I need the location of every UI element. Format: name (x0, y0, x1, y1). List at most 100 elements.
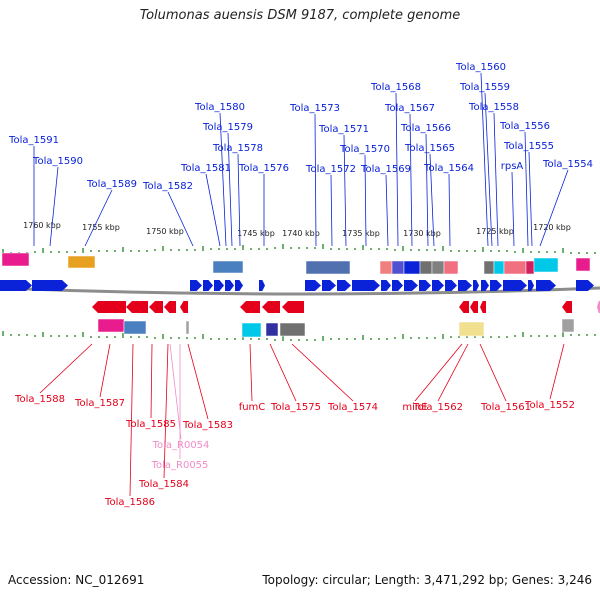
gene-arrow (225, 280, 234, 291)
scale-labels: 1760 kbp 1755 kbp 1750 kbp 1745 kbp 1740 kbp… (23, 221, 571, 238)
leader-line (484, 92, 493, 247)
gene-label-top: Tola_1566 (400, 123, 451, 134)
gene-arrow (164, 301, 176, 313)
scale-label: 1730 kbp (403, 229, 441, 238)
leader-line (364, 154, 367, 247)
gene-arrow (597, 301, 600, 313)
leader-line (163, 343, 169, 479)
leader-line (480, 72, 489, 247)
gene-label-bottom: Tola_1584 (138, 479, 189, 490)
gene-label-bottom: Tola_1583 (182, 420, 233, 431)
gene-label-bottom: fumC (239, 402, 266, 413)
leader-line (39, 343, 93, 394)
gene-arrow (392, 280, 403, 291)
gene-label-bottom: Tola_1587 (74, 398, 125, 409)
scale-label: 1760 kbp (23, 221, 61, 230)
feature-box (458, 321, 485, 337)
gene-labels: Tola_1591 Tola_1590 Tola_1589 Tola_1582 Tola… (8, 62, 593, 508)
feature-box (379, 260, 393, 275)
gene-label-top: Tola_1571 (318, 124, 369, 135)
leader-line (84, 189, 113, 247)
gene-arrow (473, 280, 479, 291)
gene-label-bottom: Tola_1586 (104, 497, 155, 508)
gene-arrow (458, 280, 472, 291)
gene-label-bottom: Tola_1562 (412, 402, 463, 413)
leader-line (167, 191, 194, 247)
gene-arrow (470, 301, 478, 313)
leader-line (291, 343, 354, 402)
leader-line (314, 113, 317, 247)
topology-summary: Topology: circular; Length: 3,471,292 bp… (262, 573, 592, 587)
leader-line (169, 343, 182, 440)
feature-box (391, 260, 405, 275)
gene-feature-boxes (1, 252, 591, 338)
feature-box (97, 318, 125, 333)
feature-box (561, 318, 575, 333)
feature-box (431, 260, 445, 275)
gene-label-bottom: Tola_1552 (524, 400, 575, 411)
gene-arrow (480, 301, 486, 313)
feature-box (1, 252, 30, 267)
gene-arrow (536, 280, 556, 291)
leader-line (269, 343, 297, 402)
gene-label-top: Tola_1582 (142, 181, 193, 192)
gene-arrow (235, 280, 243, 291)
scale-label: 1735 kbp (342, 229, 380, 238)
leader-line (479, 343, 507, 402)
gene-label-top: Tola_1581 (180, 163, 231, 174)
gene-label-top: Tola_1564 (423, 163, 474, 174)
leader-line (205, 173, 221, 247)
gene-label-top: Tola_1578 (212, 143, 263, 154)
feature-box (265, 322, 279, 337)
leader-line (524, 131, 529, 247)
feature-box (493, 260, 505, 275)
leader-line (330, 174, 333, 247)
leader-line (227, 132, 233, 247)
feature-box (67, 255, 96, 269)
leader-line (395, 92, 399, 247)
gene-arrow (322, 280, 336, 291)
gene-label-top: Tola_1567 (384, 103, 435, 114)
scale-label: 1725 kbp (476, 227, 514, 236)
feature-box (483, 260, 495, 275)
gene-arrow (180, 301, 188, 313)
feature-box (212, 260, 244, 274)
leader-line (493, 112, 499, 247)
feature-box (123, 320, 147, 335)
gene-arrow (352, 280, 380, 291)
leader-line (549, 343, 565, 400)
feature-box (403, 260, 421, 275)
gene-arrow (149, 301, 163, 313)
gene-arrow (214, 280, 224, 291)
gene-label-top: Tola_1570 (339, 144, 390, 155)
gene-arrow (576, 280, 594, 291)
gene-label-top: Tola_1590 (32, 156, 83, 167)
genome-title: Tolumonas auensis DSM 9187, complete gen… (139, 8, 461, 23)
leader-line (409, 113, 413, 247)
leader-line (99, 343, 111, 398)
leader-line (528, 151, 533, 247)
feature-box (533, 257, 559, 273)
gene-label-top: Tola_1568 (370, 82, 421, 93)
scale-label: 1745 kbp (237, 229, 275, 238)
accession-text: Accession: NC_012691 (8, 573, 145, 587)
leader-line (425, 133, 429, 247)
gene-arrow (32, 280, 68, 291)
gene-label-bottom: Tola_1585 (125, 419, 176, 430)
scale-label: 1740 kbp (282, 229, 320, 238)
leader-line (129, 343, 134, 497)
gene-label-top: Tola_1560 (455, 62, 506, 73)
gene-arrow (259, 280, 265, 291)
leader-line (249, 343, 253, 402)
gene-arrow (490, 280, 502, 291)
gene-label-bottom: Tola_1575 (270, 402, 321, 413)
gene-label-top: Tola_1559 (459, 82, 510, 93)
gene-label-top: Tola_1554 (542, 159, 593, 170)
gene-label-top: Tola_1579 (202, 122, 253, 133)
gene-arrow (0, 280, 32, 291)
gene-arrow (503, 280, 527, 291)
gene-arrow (240, 301, 260, 313)
gene-arrow (481, 280, 489, 291)
gene-arrow (282, 301, 304, 313)
gene-label-bottom: Tola_R0055 (151, 460, 209, 471)
